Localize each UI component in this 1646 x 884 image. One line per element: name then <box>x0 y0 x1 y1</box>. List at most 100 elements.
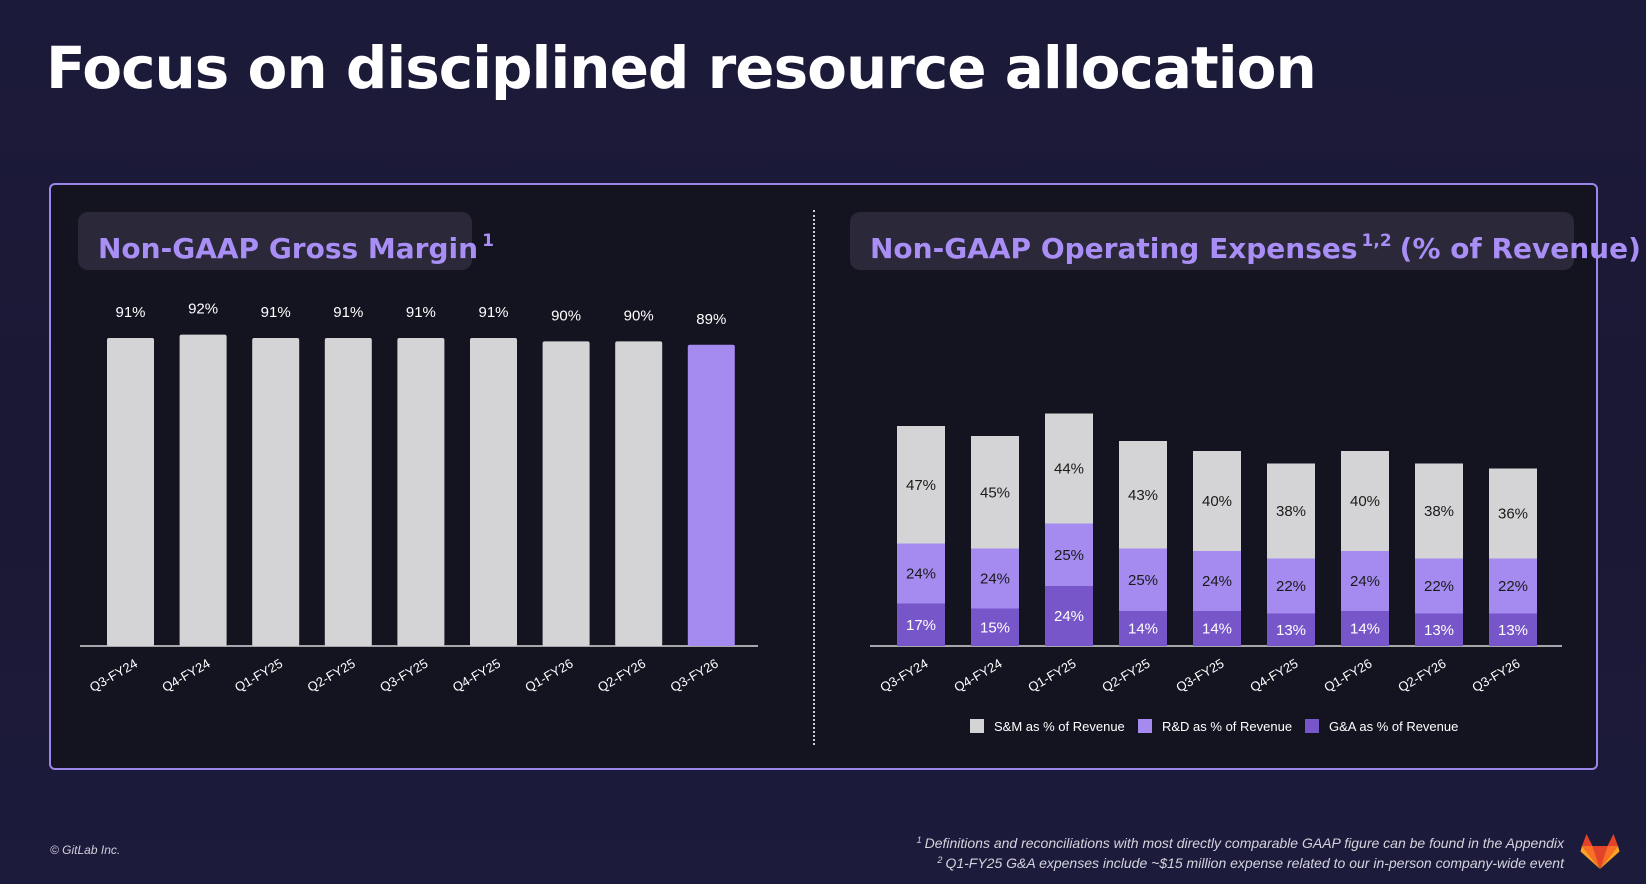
opex-bar-s-m-q4-fy25 <box>1267 463 1315 559</box>
gm-bar-q1-fy26 <box>542 341 590 646</box>
opex-bar-s-m-q3-fy24 <box>897 426 945 544</box>
legend-swatch-s-m <box>970 719 984 733</box>
footnote-2-text: Q1-FY25 G&A expenses include ~$15 millio… <box>945 855 1564 871</box>
footnote-2: 2 Q1-FY25 G&A expenses include ~$15 milli… <box>917 852 1564 872</box>
gm-data-label: 92% <box>188 301 218 318</box>
page-title: Focus on disciplined resource allocation <box>46 34 1317 102</box>
opex-bar-r-d-q3-fy26 <box>1489 558 1537 614</box>
opex-data-label: 14% <box>1128 621 1158 638</box>
opex-data-label: 24% <box>980 571 1010 588</box>
gm-bar-q1-fy25 <box>252 338 300 646</box>
gm-data-label: 91% <box>333 304 363 321</box>
opex-data-label: 17% <box>906 617 936 634</box>
opex-data-label: 14% <box>1350 621 1380 638</box>
opex-bar-g-a-q1-fy25 <box>1045 586 1093 646</box>
opex-bar-s-m-q1-fy26 <box>1341 451 1389 551</box>
opex-data-label: 38% <box>1424 503 1454 520</box>
opex-chart: 17% 24% 47% Q3-FY24 15% 24% 45% Q4-FY24 24% 25% 44… <box>870 413 1562 734</box>
opex-data-label: 36% <box>1498 506 1528 523</box>
opex-bar-r-d-q1-fy26 <box>1341 551 1389 611</box>
opex-data-label: 43% <box>1128 487 1158 504</box>
opex-data-label: 13% <box>1276 622 1306 639</box>
opex-tick-label: Q1-FY26 <box>1321 656 1374 695</box>
gm-data-label: 90% <box>551 307 581 324</box>
opex-data-label: 24% <box>1202 573 1232 590</box>
legend-swatch-r-d <box>1138 719 1152 733</box>
opex-title-text: Non-GAAP Operating Expenses <box>870 232 1358 265</box>
opex-data-label: 25% <box>1128 572 1158 589</box>
opex-tick-label: Q3-FY26 <box>1469 656 1522 695</box>
opex-bar-g-a-q3-fy25 <box>1193 611 1241 646</box>
opex-footnote-ref: 1,2 <box>1361 231 1392 251</box>
opex-data-label: 44% <box>1054 461 1084 478</box>
gm-data-label: 89% <box>696 311 726 328</box>
opex-tick-label: Q2-FY25 <box>1099 656 1152 695</box>
opex-bar-g-a-q4-fy25 <box>1267 613 1315 646</box>
charts-panel <box>49 183 1598 770</box>
opex-bar-s-m-q1-fy25 <box>1045 413 1093 524</box>
opex-bar-g-a-q2-fy25 <box>1119 611 1167 646</box>
footnote-1-marker: 1 <box>916 835 922 845</box>
legend-swatch-g-a <box>1305 719 1319 733</box>
gm-data-label: 90% <box>624 307 654 324</box>
opex-data-label: 13% <box>1424 622 1454 639</box>
footnote-2-marker: 2 <box>937 855 943 865</box>
opex-data-label: 40% <box>1350 493 1380 510</box>
opex-data-label: 22% <box>1276 578 1306 595</box>
opex-data-label: 47% <box>906 477 936 494</box>
gross-margin-footnote-ref: 1 <box>482 231 494 251</box>
opex-bar-r-d-q4-fy24 <box>971 548 1019 609</box>
gm-bar-q4-fy24 <box>179 334 227 646</box>
opex-data-label: 38% <box>1276 503 1306 520</box>
opex-bar-g-a-q2-fy26 <box>1415 613 1463 646</box>
footnote-1: 1 Definitions and reconciliations with mo… <box>917 832 1564 852</box>
gross-margin-title: Non-GAAP Gross Margin 1 <box>78 212 494 270</box>
gm-data-label: 91% <box>261 304 291 321</box>
opex-bar-r-d-q3-fy24 <box>897 543 945 604</box>
gm-bar-q3-fy24 <box>107 338 154 646</box>
opex-bar-g-a-q1-fy26 <box>1341 611 1389 646</box>
legend-label-r-d: R&D as % of Revenue <box>1162 719 1292 734</box>
legend-label-s-m: S&M as % of Revenue <box>994 719 1125 734</box>
opex-bar-s-m-q2-fy25 <box>1119 441 1167 549</box>
gitlab-logo-icon <box>1580 834 1620 869</box>
gross-margin-chart: 91%Q3-FY2492%Q4-FY2491%Q1-FY2591%Q2-FY25… <box>80 301 758 695</box>
opex-title: Non-GAAP Operating Expenses 1,2 (% of Reve… <box>850 212 1641 270</box>
opex-bar-g-a-q3-fy24 <box>897 603 945 646</box>
opex-bar-s-m-q4-fy24 <box>971 436 1019 549</box>
gm-bar-q4-fy25 <box>470 338 517 646</box>
opex-tick-label: Q1-FY25 <box>1025 656 1078 695</box>
opex-data-label: 14% <box>1202 621 1232 638</box>
gm-bar-q3-fy26 <box>687 344 735 646</box>
gross-margin-title-text: Non-GAAP Gross Margin <box>98 232 479 265</box>
gm-data-label: 91% <box>478 304 508 321</box>
gm-data-label: 91% <box>406 304 436 321</box>
gm-bar-q3-fy25 <box>397 338 445 646</box>
opex-bar-s-m-q2-fy26 <box>1415 463 1463 559</box>
opex-bar-g-a-q3-fy26 <box>1489 613 1537 646</box>
opex-data-label: 13% <box>1498 622 1528 639</box>
legend-label-g-a: G&A as % of Revenue <box>1329 719 1458 734</box>
footnotes: 1 Definitions and reconciliations with mo… <box>917 832 1564 872</box>
opex-title-suffix: (% of Revenue) <box>1399 232 1641 265</box>
opex-tick-label: Q4-FY24 <box>951 656 1004 695</box>
opex-tick-label: Q3-FY25 <box>1173 656 1226 695</box>
opex-data-label: 24% <box>906 566 936 583</box>
opex-bar-r-d-q4-fy25 <box>1267 558 1315 614</box>
opex-bar-s-m-q3-fy26 <box>1489 468 1537 559</box>
gm-bar-q2-fy25 <box>324 338 372 646</box>
opex-tick-label: Q2-FY26 <box>1395 656 1448 695</box>
opex-data-label: 15% <box>980 619 1010 636</box>
opex-tick-label: Q4-FY25 <box>1247 656 1300 695</box>
gm-data-label: 91% <box>115 304 145 321</box>
opex-bar-r-d-q1-fy25 <box>1045 523 1093 586</box>
opex-bar-r-d-q3-fy25 <box>1193 551 1241 611</box>
opex-tick-label: Q3-FY24 <box>877 656 930 695</box>
opex-bar-s-m-q3-fy25 <box>1193 451 1241 551</box>
opex-data-label: 25% <box>1054 547 1084 564</box>
footnote-1-text: Definitions and reconciliations with mos… <box>924 835 1564 851</box>
copyright: © GitLab Inc. <box>50 843 121 857</box>
opex-data-label: 22% <box>1424 578 1454 595</box>
opex-data-label: 24% <box>1054 608 1084 625</box>
opex-bar-r-d-q2-fy26 <box>1415 558 1463 614</box>
